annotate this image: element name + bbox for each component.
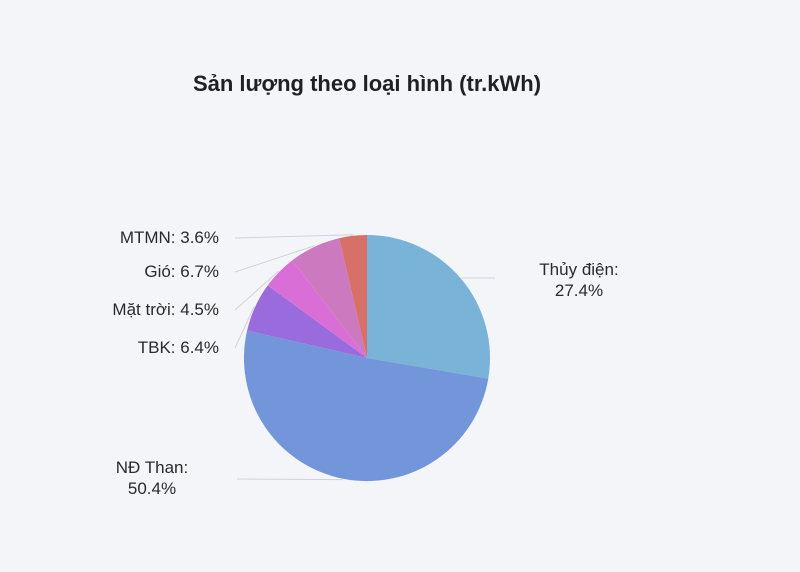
slice-label: MTMN: 3.6% xyxy=(120,228,219,247)
slice-label-line: Mặt trời: 4.5% xyxy=(112,300,219,319)
pie-slice-nđ-than xyxy=(243,330,489,482)
slice-label-line: Thủy điện: xyxy=(539,260,618,279)
leader-line xyxy=(236,478,343,481)
leader-lines xyxy=(234,234,495,481)
slice-label-line: NĐ Than: xyxy=(116,458,188,477)
leader-line xyxy=(234,234,353,239)
slice-label-line: MTMN: 3.6% xyxy=(120,228,219,247)
pie-slices xyxy=(243,235,490,482)
slice-label-line: Gió: 6.7% xyxy=(144,262,219,281)
pie-slice-mtmn xyxy=(339,235,367,358)
slice-label: Thủy điện: 27.4% xyxy=(539,260,618,300)
slice-label-line: TBK: 6.4% xyxy=(138,338,219,357)
slice-label: NĐ Than: 50.4% xyxy=(116,458,188,498)
leader-line xyxy=(234,245,315,273)
slice-label: Gió: 6.7% xyxy=(144,262,219,281)
slice-labels: Thủy điện: 27.4% NĐ Than: 50.4% TBK: 6.4% Mặt… xyxy=(112,228,618,498)
slice-label: Mặt trời: 4.5% xyxy=(112,300,219,319)
slice-label-line: 50.4% xyxy=(128,479,176,498)
leader-line xyxy=(234,306,255,349)
leader-line xyxy=(234,270,279,311)
pie-slice-thủy-điện xyxy=(367,235,490,379)
pie-slice-tbk xyxy=(247,285,367,358)
pie-slice-mặt-trời xyxy=(267,260,367,358)
chart-title: Sản lượng theo loại hình (tr.kWh) xyxy=(193,71,541,96)
slice-label-line: 27.4% xyxy=(555,281,603,300)
pie-slice-gió xyxy=(292,238,367,358)
slice-label: TBK: 6.4% xyxy=(138,338,219,357)
